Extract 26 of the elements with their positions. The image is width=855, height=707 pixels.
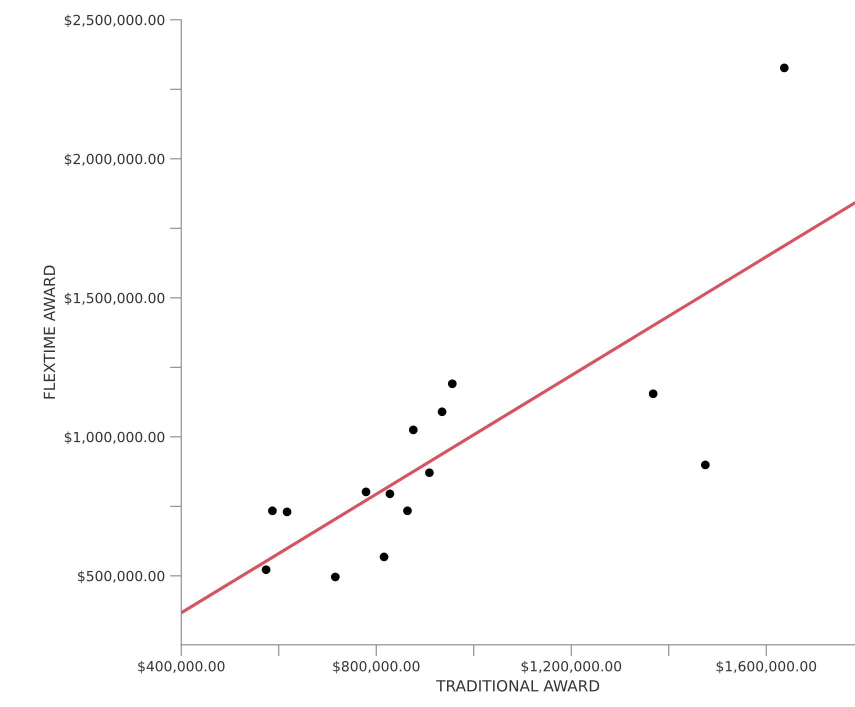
point xyxy=(700,460,710,470)
y-tick-label: $1,000,000.00 xyxy=(64,432,164,444)
point xyxy=(386,489,394,498)
point xyxy=(780,64,789,72)
y-tick-label: $2,500,000.00 xyxy=(64,14,164,28)
point xyxy=(268,506,277,516)
point xyxy=(380,552,388,562)
y-axis-title: FLEXTIME AWARD xyxy=(44,266,55,398)
point xyxy=(425,468,434,478)
point xyxy=(282,508,292,516)
point xyxy=(330,572,340,582)
point xyxy=(448,379,457,388)
y-tick-label: $500,000.00 xyxy=(78,570,164,584)
point xyxy=(438,407,446,416)
point xyxy=(408,426,418,434)
point xyxy=(403,506,412,516)
x-axis-title: TRADITIONAL AWARD xyxy=(436,680,600,692)
x-tick-label: $800,000.00 xyxy=(333,660,420,674)
point xyxy=(648,389,658,398)
x-tick-label: $400,000.00 xyxy=(138,660,225,674)
x-tick-label: $1,600,000.00 xyxy=(716,660,816,674)
y-tick-label: $2,000,000.00 xyxy=(64,154,164,166)
point xyxy=(262,565,270,574)
y-tick-label: $1,500,000.00 xyxy=(64,292,164,306)
point xyxy=(362,488,370,496)
x-tick-label: $1,200,000.00 xyxy=(522,660,622,674)
